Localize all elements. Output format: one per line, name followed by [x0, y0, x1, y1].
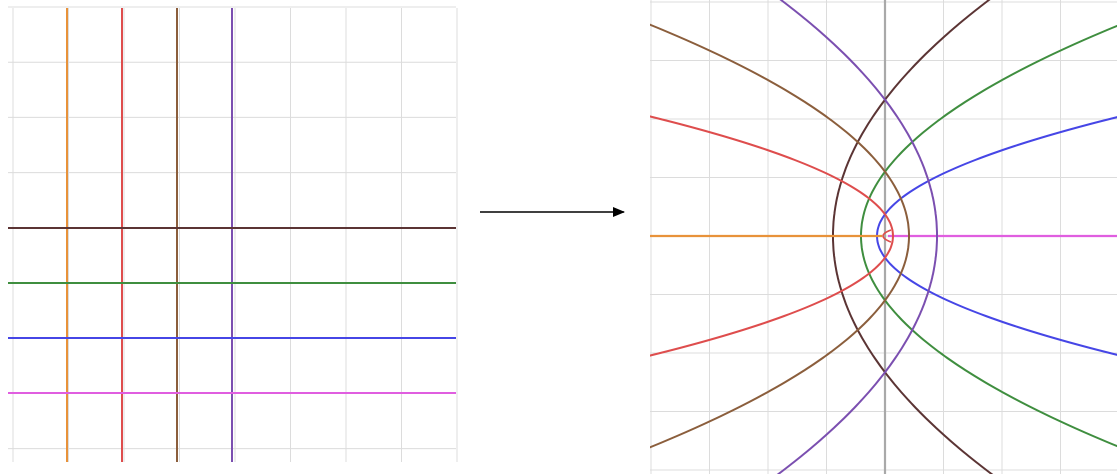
parabola-left-purple — [776, 0, 938, 474]
origin-loop — [882, 229, 892, 243]
parabola-left-red — [650, 115, 895, 357]
parabola-left-brown — [650, 23, 910, 449]
source-plane — [8, 6, 458, 462]
source-grid-lines — [8, 8, 456, 462]
